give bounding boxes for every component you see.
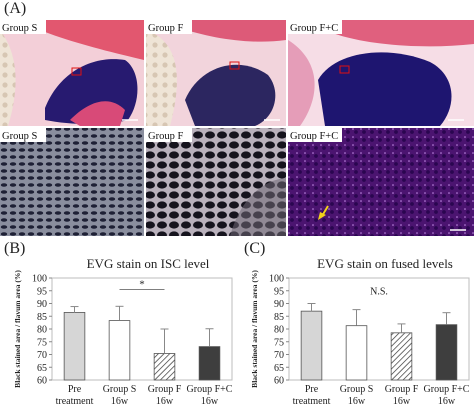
y-axis-label: Black stained area / flavum area (%) bbox=[250, 270, 259, 388]
micrograph-label-fc-top: Group F+C bbox=[288, 20, 342, 34]
y-tick-label: 70 bbox=[274, 350, 284, 361]
y-tick-label: 80 bbox=[274, 325, 284, 336]
svg-text:Group S: Group S bbox=[2, 131, 37, 142]
category-label: treatment bbox=[56, 396, 94, 407]
y-tick-label: 85 bbox=[274, 312, 284, 323]
category-label: Group F+C bbox=[187, 384, 233, 395]
y-tick-label: 60 bbox=[37, 376, 47, 387]
micrograph-s-low bbox=[0, 20, 144, 126]
bar-4 bbox=[435, 324, 458, 381]
category-label: 16w bbox=[438, 396, 456, 407]
y-tick-label: 65 bbox=[274, 363, 284, 374]
significance-label: N.S. bbox=[370, 287, 388, 298]
category-label: 16w bbox=[348, 396, 366, 407]
category-label: Pre bbox=[305, 384, 319, 395]
y-tick-label: 75 bbox=[274, 337, 284, 348]
category-label: Group S bbox=[103, 384, 137, 395]
micrograph-label-fc-bottom: Group F+C bbox=[288, 128, 342, 142]
category-label: treatment bbox=[293, 396, 331, 407]
bar-2 bbox=[345, 325, 368, 381]
micrograph-fc-low bbox=[288, 20, 474, 126]
micrograph-f-low bbox=[146, 20, 286, 126]
y-tick-label: 75 bbox=[37, 337, 47, 348]
bar-chart-fused-levels: EVG stain on fused levels 60 65 70 75 80 85 90 9… bbox=[237, 240, 474, 420]
bar-2 bbox=[108, 320, 131, 381]
category-label: 16w bbox=[111, 396, 129, 407]
micrograph-s-high bbox=[0, 128, 144, 236]
category-label: 16w bbox=[393, 396, 411, 407]
micrograph-f-high bbox=[146, 128, 286, 236]
micrograph-label-s-bottom: Group S bbox=[0, 128, 46, 142]
category-label: Pre bbox=[68, 384, 82, 395]
y-axis-label: Black stained area / flavum area (%) bbox=[13, 270, 22, 388]
panel-label-c: (C) bbox=[244, 240, 266, 257]
y-tick-label: 100 bbox=[32, 274, 47, 285]
y-tick-label: 100 bbox=[269, 274, 284, 285]
arrow-icon bbox=[318, 205, 329, 220]
panel-label-b: (B) bbox=[4, 240, 26, 257]
y-tick-label: 70 bbox=[37, 350, 47, 361]
category-label: 16w bbox=[156, 396, 174, 407]
micrograph-label-f-top: Group F bbox=[146, 20, 192, 34]
y-tick-label: 95 bbox=[37, 286, 47, 297]
y-tick-label: 65 bbox=[37, 363, 47, 374]
svg-text:Group F: Group F bbox=[148, 23, 183, 34]
svg-text:Group F+C: Group F+C bbox=[290, 23, 338, 34]
bar-3 bbox=[153, 353, 176, 381]
bar-1 bbox=[63, 312, 86, 381]
histology-micrograph-grid: Group S Group F Group F+C Group S Group … bbox=[0, 20, 474, 236]
micrograph-fc-high bbox=[288, 128, 474, 236]
panel-label-a: (A) bbox=[4, 0, 27, 17]
significance-marker: * bbox=[139, 278, 145, 290]
chart-title: EVG stain on ISC level bbox=[87, 256, 210, 271]
bar-chart-isc-level: EVG stain on ISC level 60 65 70 75 80 85 90 95 10… bbox=[0, 240, 237, 420]
bar-1 bbox=[300, 310, 323, 381]
y-tick-label: 80 bbox=[37, 325, 47, 336]
y-tick-label: 60 bbox=[274, 376, 284, 387]
category-label: 16w bbox=[201, 396, 219, 407]
category-label: Group F bbox=[385, 384, 419, 395]
category-label: Group F+C bbox=[424, 384, 470, 395]
y-tick-label: 95 bbox=[274, 286, 284, 297]
svg-text:Group S: Group S bbox=[2, 23, 37, 34]
y-tick-label: 90 bbox=[274, 299, 284, 310]
category-label: Group S bbox=[340, 384, 374, 395]
svg-text:Group F: Group F bbox=[148, 131, 183, 142]
y-tick-label: 90 bbox=[37, 299, 47, 310]
chart-title: EVG stain on fused levels bbox=[317, 256, 453, 271]
svg-text:Group F+C: Group F+C bbox=[290, 131, 338, 142]
category-label: Group F bbox=[148, 384, 182, 395]
micrograph-label-s-top: Group S bbox=[0, 20, 46, 34]
micrograph-label-f-bottom: Group F bbox=[146, 128, 192, 142]
bar-3 bbox=[390, 332, 413, 381]
bar-4 bbox=[198, 346, 221, 381]
y-tick-label: 85 bbox=[37, 312, 47, 323]
